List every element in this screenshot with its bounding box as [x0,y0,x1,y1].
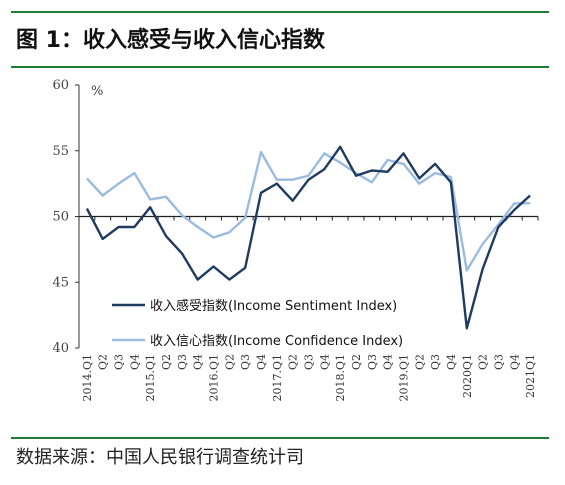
x-tick-label: Q3 [492,354,505,370]
legend-label-1: 收入信心指数(Income Confidence Index) [150,334,403,349]
x-tick-label: 2018.Q1 [334,354,347,402]
x-tick-label: 2015.Q1 [144,354,157,402]
x-tick-label: Q4 [445,354,458,370]
top-rule [11,11,549,13]
x-tick-label: 2021Q1 [524,354,537,398]
y-tick-label: 40 [52,341,69,356]
x-tick-label: 2017.Q1 [271,354,284,402]
x-tick-label: Q4 [128,354,141,370]
bottom-rule [11,437,549,439]
x-tick-label: Q2 [477,354,490,370]
x-tick-label: Q3 [366,354,379,370]
x-tick-label: Q3 [303,354,316,370]
x-tick-label: Q4 [318,354,331,370]
x-tick-label: Q3 [239,354,252,370]
x-tick-label: Q4 [192,354,205,370]
x-tick-label: Q2 [223,354,236,370]
series-line-1 [86,150,531,272]
y-tick-label: 55 [52,144,69,159]
title-rule [11,66,549,68]
x-tick-label: 2019.Q1 [397,354,410,402]
x-tick-label: Q4 [255,354,268,370]
x-tick-label: 2014.Q1 [81,354,94,402]
y-unit-label: % [91,84,103,99]
x-tick-label: Q2 [350,354,363,370]
x-tick-label: Q2 [413,354,426,370]
source-note: 数据来源：中国人民银行调查统计司 [16,447,304,468]
y-tick-label: 50 [52,210,69,225]
legend: 收入感受指数(Income Sentiment Index) 收入信心指数(Inc… [112,298,403,349]
x-tick-label: Q2 [97,354,110,370]
x-tick-label: Q4 [382,354,395,370]
series-lines [85,145,531,330]
x-tick-label: 2016.Q1 [208,354,221,402]
figure-title: 图 1：收入感受与收入信心指数 [16,28,325,53]
x-tick-label: Q2 [287,354,300,370]
x-tick-label: 2020Q1 [461,354,474,398]
y-tick-label: 45 [52,275,69,290]
y-tick-label: 60 [52,78,69,93]
legend-label-0: 收入感受指数(Income Sentiment Index) [150,298,397,314]
x-tick-label: Q3 [176,354,189,370]
x-tick-label: Q3 [429,354,442,370]
x-tick-label: Q3 [113,354,126,370]
series-line-0 [85,145,531,330]
x-tick-label: Q2 [160,354,173,370]
x-tick-label: Q4 [508,354,521,370]
